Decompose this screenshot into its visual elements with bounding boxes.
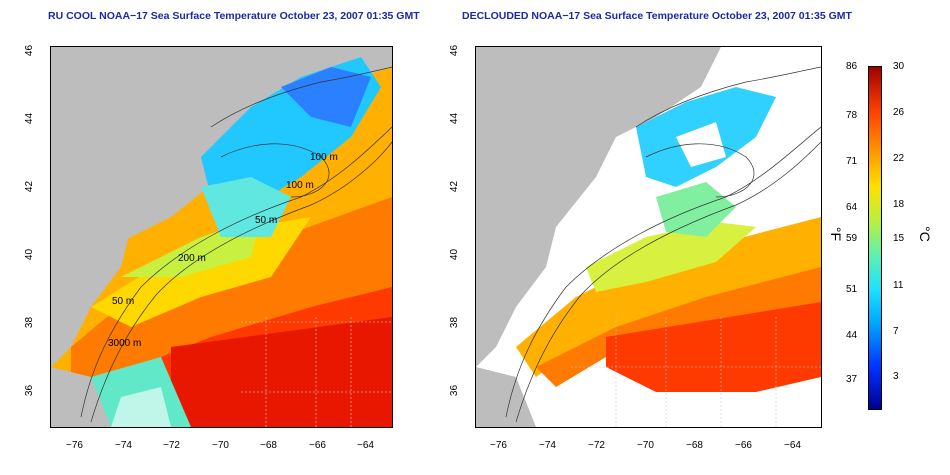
- contour-label: 50 m: [255, 215, 278, 226]
- colorbar-f-label: 71: [846, 156, 858, 167]
- lat-tick: 42: [449, 180, 461, 193]
- right-map-title: DECLOUDED NOAA−17 Sea Surface Temperatur…: [462, 10, 852, 22]
- lon-tick: −66: [735, 440, 752, 451]
- contour-label: 100 m: [286, 180, 314, 191]
- colorbar-c-label: 15: [893, 233, 905, 244]
- colorbar-f-label: 37: [846, 374, 858, 385]
- lat-tick: 36: [449, 384, 461, 397]
- colorbar-c-label: 3: [893, 371, 899, 382]
- lon-tick: −68: [686, 440, 703, 451]
- lat-tick: 36: [24, 384, 36, 397]
- colorbar-f-label: 51: [846, 284, 858, 295]
- lon-tick: −72: [163, 440, 180, 451]
- lon-tick: −76: [66, 440, 83, 451]
- colorbar-f-label: 78: [846, 110, 858, 121]
- lon-tick: −66: [309, 440, 326, 451]
- colorbar-f-label: 86: [846, 61, 858, 72]
- colorbar-c-label: 7: [893, 326, 899, 337]
- lon-tick: −70: [212, 440, 229, 451]
- colorbar-f-label: 59: [846, 233, 858, 244]
- lon-tick: −74: [115, 440, 132, 451]
- lat-tick: 44: [24, 112, 36, 125]
- lon-tick: −74: [539, 440, 556, 451]
- colorbar-c-label: 11: [893, 280, 904, 291]
- sst-map-raw: [50, 46, 393, 428]
- lat-tick: 38: [449, 316, 461, 329]
- lat-tick: 46: [449, 44, 461, 57]
- lat-tick: 40: [24, 248, 36, 261]
- colorbar-c-label: 30: [893, 61, 905, 72]
- temperature-colorbar: [868, 66, 882, 410]
- lon-tick: −64: [357, 440, 374, 451]
- contour-label: 3000 m: [108, 338, 142, 349]
- lon-tick: −64: [784, 440, 801, 451]
- fahrenheit-unit-label: °F: [828, 226, 845, 242]
- contour-label: 100 m: [310, 152, 338, 163]
- left-map-title: RU COOL NOAA−17 Sea Surface Temperature …: [48, 10, 420, 22]
- colorbar-c-label: 18: [893, 199, 905, 210]
- lat-tick: 42: [24, 180, 36, 193]
- colorbar-f-label: 44: [846, 330, 858, 341]
- lat-tick: 38: [24, 316, 36, 329]
- colorbar-c-label: 22: [893, 153, 905, 164]
- lon-tick: −76: [490, 440, 507, 451]
- lon-tick: −68: [260, 440, 277, 451]
- colorbar-c-label: 26: [893, 107, 905, 118]
- sst-map-declouded: [475, 46, 822, 428]
- contour-label: 200 m: [178, 253, 206, 264]
- lat-tick: 44: [449, 112, 461, 125]
- lat-tick: 40: [449, 248, 461, 261]
- contour-label: 50 m: [112, 296, 135, 307]
- lat-tick: 46: [24, 44, 36, 57]
- colorbar-f-label: 64: [846, 202, 858, 213]
- celsius-unit-label: °C: [916, 226, 933, 242]
- lon-tick: −72: [588, 440, 605, 451]
- lon-tick: −70: [637, 440, 654, 451]
